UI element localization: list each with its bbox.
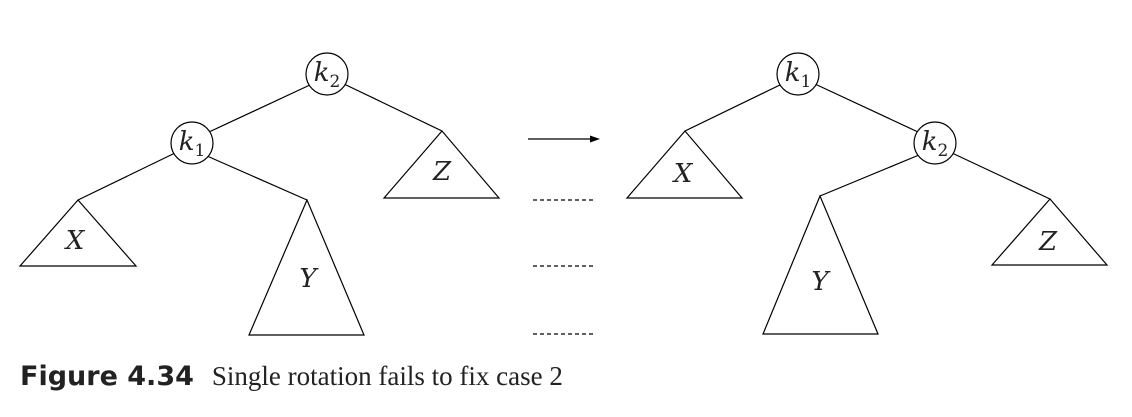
subtree-y-label: Y: [299, 264, 319, 294]
svg-text:k2: k2: [922, 127, 949, 161]
subtree-y-left: [248, 198, 365, 336]
node-child-left: k1: [170, 121, 214, 165]
node-letter: k: [922, 127, 938, 157]
subtree-x-label-right: X: [672, 159, 694, 189]
node-subscript: 2: [937, 141, 948, 161]
transform-arrow: [528, 135, 600, 143]
svg-text:k2: k2: [314, 58, 341, 92]
subtree-z-label-right: Z: [1038, 227, 1058, 257]
edge-k1-y: [206, 155, 308, 201]
figure-caption: Figure 4.34 Single rotation fails to fix …: [20, 361, 563, 392]
subtree-z-label: Z: [432, 157, 452, 187]
subtree-z-left: [382, 130, 501, 199]
node-root-right: k1: [776, 52, 820, 96]
node-subscript: 2: [329, 72, 340, 92]
subtree-z-right: [990, 198, 1109, 266]
node-subscript: 1: [800, 72, 811, 92]
subtree-x-right: [625, 130, 744, 199]
figure-number: Figure 4.34: [20, 361, 194, 392]
subtree-y-label-right: Y: [811, 267, 831, 297]
edge-k1-k2-right: [814, 83, 919, 133]
node-subscript: 1: [194, 141, 205, 161]
edge-k2-z: [343, 83, 443, 132]
edge-k2-z-right: [951, 152, 1051, 200]
edge-k1-x: [77, 152, 176, 201]
subtree-y-right: [762, 194, 879, 335]
left-tree: X Y Z k2 k1: [18, 52, 501, 336]
subtree-x-left: [18, 199, 138, 267]
svg-text:k1: k1: [179, 127, 206, 161]
node-child-right: k2: [913, 121, 957, 165]
subtree-x-label: X: [64, 226, 86, 256]
node-root-left: k2: [305, 52, 349, 96]
svg-text:k1: k1: [785, 58, 812, 92]
node-letter: k: [179, 127, 195, 157]
right-tree: X Y Z k1 k2: [625, 52, 1109, 335]
edge-k2-k1: [208, 83, 313, 133]
edge-k1-x-right: [684, 83, 783, 132]
node-letter: k: [314, 58, 330, 88]
edge-k2-y-right: [819, 154, 920, 197]
node-letter: k: [785, 58, 801, 88]
rotation-diagram: X Y Z k2 k1 X Y Z: [18, 52, 1109, 336]
figure-caption-text: Single rotation fails to fix case 2: [211, 361, 563, 391]
